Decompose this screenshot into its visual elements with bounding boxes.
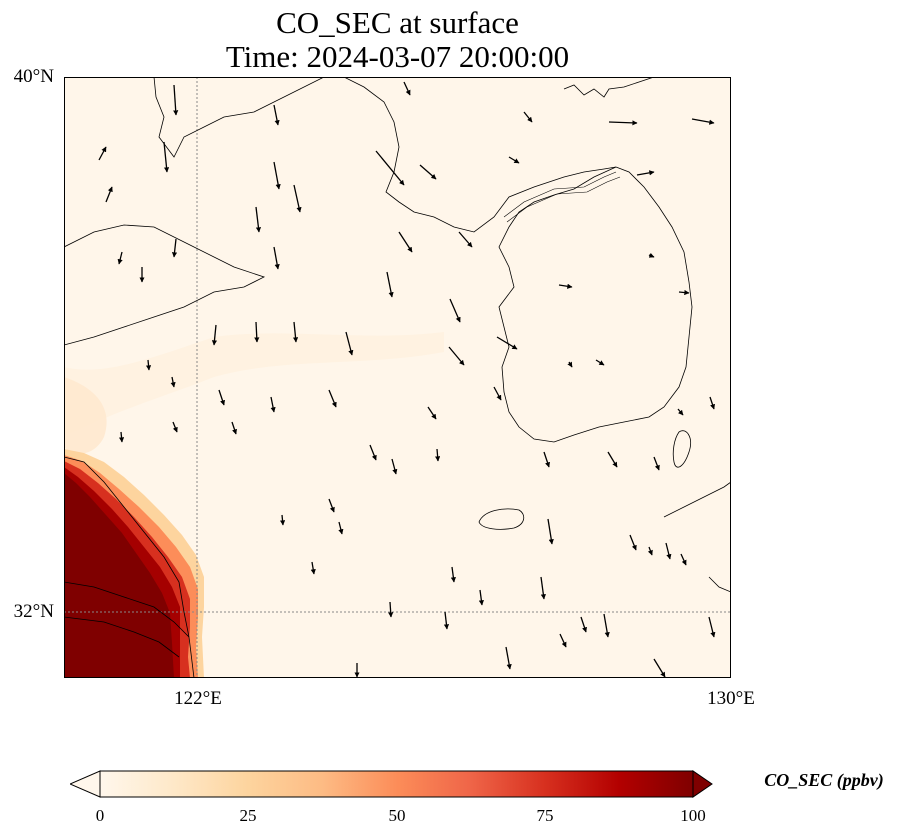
colorbar-gradient (99, 770, 694, 798)
wind-arrow (629, 534, 637, 551)
wind-arrow (443, 611, 450, 630)
wind-arrow (595, 359, 605, 366)
wind-arrow (105, 186, 113, 203)
coastlines (64, 77, 731, 678)
wind-arrow (375, 150, 405, 186)
wind-arrow (171, 238, 178, 258)
wind-arrow (419, 164, 437, 180)
wind-arrow (448, 346, 465, 366)
wind-arrow (328, 498, 335, 513)
wind-arrow (293, 184, 302, 213)
wind-arrow (270, 396, 276, 413)
wind-arrow (547, 518, 554, 545)
wind-arrow (292, 321, 299, 343)
wind-arrow (603, 613, 610, 638)
wind-arrow (709, 396, 715, 410)
wind-arrow (691, 118, 715, 125)
wind-arrow (540, 576, 546, 600)
colorbar-extend-min (70, 770, 101, 798)
wind-arrow (559, 633, 567, 648)
wind-arrow (254, 321, 260, 343)
colorbar-tick-75: 75 (536, 806, 554, 825)
wind-arrow (678, 289, 690, 296)
wind-arrow (273, 246, 280, 270)
wind-arrow (567, 361, 573, 368)
wind-arrow (636, 170, 655, 176)
wind-arrow (450, 566, 456, 583)
wind-arrow (523, 111, 533, 123)
colorbar-extend-max (692, 770, 713, 798)
wind-arrow (665, 542, 672, 560)
colorbar-tick-0: 0 (95, 806, 105, 825)
map-title: CO_SEC at surface Time: 2024-03-07 20:00… (64, 6, 731, 74)
wind-arrow (98, 146, 107, 161)
wind-arrow (145, 359, 152, 371)
wind-arrow (345, 331, 354, 356)
colorbar-tick-50: 50 (388, 806, 406, 825)
wind-arrow (708, 616, 716, 638)
map-panel (64, 77, 731, 678)
wind-arrow (170, 376, 176, 388)
wind-arrow (607, 451, 618, 468)
wind-arrow (279, 514, 286, 526)
wind-arrow (218, 389, 225, 406)
wind-arrow (648, 252, 655, 258)
wind-arrow (231, 421, 237, 435)
colorbar (70, 770, 713, 798)
high-concentration-region (64, 449, 204, 678)
lat-label-40n: 40°N (13, 66, 54, 87)
wind-arrow (558, 283, 573, 289)
wind-arrow (493, 386, 502, 401)
wind-arrow (647, 546, 653, 556)
wind-arrow (388, 601, 394, 618)
low-concentration-plume (64, 332, 444, 437)
wind-arrow (580, 616, 587, 633)
border-line (503, 171, 617, 218)
wind-arrow (391, 458, 398, 475)
title-line-1: CO_SEC at surface (276, 5, 519, 40)
colorbar-tick-25: 25 (239, 806, 257, 825)
border-line-2 (506, 176, 621, 223)
colorbar-tick-100: 100 (680, 806, 706, 825)
wind-arrow (211, 324, 218, 346)
wind-arrow (653, 456, 660, 471)
low-concentration-plume-2 (64, 377, 107, 454)
colorbar-label: CO_SEC (ppbv) (764, 770, 884, 790)
lat-label-32n: 32°N (13, 601, 54, 622)
wind-arrow (505, 646, 512, 670)
wind-arrow (172, 421, 178, 433)
wind-arrow (273, 161, 281, 190)
wind-arrow (508, 156, 520, 164)
wind-arrow (386, 271, 394, 298)
wind-arrow (543, 451, 550, 468)
title-line-2: Time: 2024-03-07 20:00:00 (225, 39, 570, 74)
wind-arrow (398, 231, 413, 253)
wind-arrow (435, 448, 441, 462)
wind-arrow (403, 81, 411, 96)
wind-arrow (273, 104, 280, 126)
wind-arrow (680, 553, 687, 566)
wind-arrow (369, 444, 377, 461)
wind-arrow (458, 231, 473, 248)
wind-arrow (338, 521, 344, 535)
wind-arrow (478, 589, 484, 606)
wind-arrow (449, 298, 461, 323)
wind-arrow (496, 336, 518, 350)
map-frame (64, 77, 731, 678)
wind-arrow (653, 658, 666, 678)
wind-vectors (98, 81, 716, 678)
wind-arrow (173, 84, 179, 116)
wind-arrow (427, 406, 437, 420)
wind-arrow (310, 561, 316, 575)
wind-arrow (608, 120, 638, 126)
lon-label-130e: 130°E (707, 688, 755, 709)
wind-arrow (328, 389, 337, 408)
wind-arrow (677, 408, 684, 416)
lon-label-122e: 122°E (174, 688, 222, 709)
wind-arrow (255, 206, 262, 233)
wind-arrow (163, 141, 170, 173)
wind-arrow (118, 431, 125, 443)
wind-arrow (117, 251, 123, 265)
